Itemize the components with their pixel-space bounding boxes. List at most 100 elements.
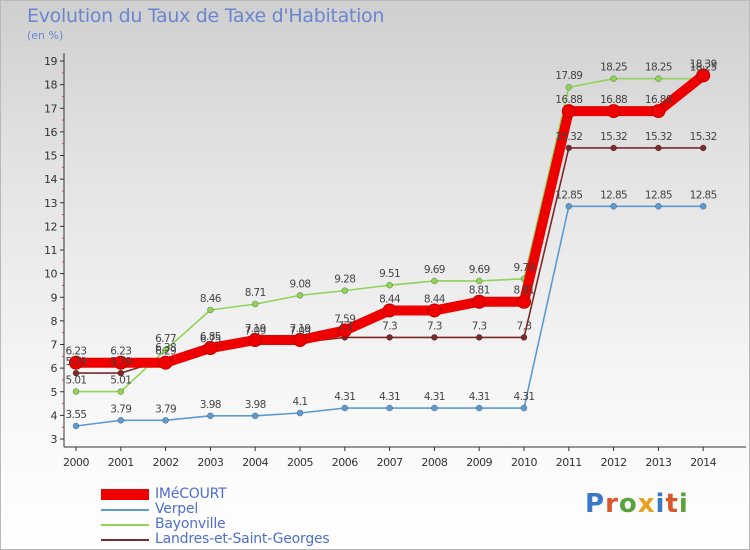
data-label-3: 15.32 bbox=[555, 131, 582, 143]
data-label-0: 8.81 bbox=[514, 285, 535, 297]
x-tick-label: 2005 bbox=[287, 456, 313, 469]
series-point-2 bbox=[475, 277, 483, 285]
data-label-0: 8.81 bbox=[469, 285, 490, 297]
series-point-3 bbox=[72, 369, 80, 377]
data-label-0: 7.19 bbox=[290, 323, 311, 335]
series-point-2 bbox=[72, 388, 80, 395]
y-tick-label: 11 bbox=[44, 244, 57, 257]
data-label-0: 7.59 bbox=[334, 314, 355, 326]
y-tick-label: 16 bbox=[44, 126, 57, 139]
legend-swatch bbox=[101, 489, 149, 500]
data-label-2: 18.25 bbox=[645, 62, 672, 74]
x-tick-label: 2014 bbox=[690, 456, 716, 469]
legend-label: Verpel bbox=[155, 501, 199, 517]
y-tick-label: 4 bbox=[51, 409, 58, 422]
data-label-1: 4.31 bbox=[514, 391, 535, 403]
legend-label: Landres-et-Saint-Georges bbox=[155, 531, 330, 547]
series-point-1 bbox=[207, 412, 214, 420]
series-point-3 bbox=[655, 144, 662, 152]
series-point-0 bbox=[606, 104, 621, 119]
data-label-3: 7.09 bbox=[290, 325, 311, 337]
data-label-1: 3.79 bbox=[155, 403, 176, 415]
data-label-0: 6.85 bbox=[200, 331, 221, 343]
legend-label: Bayonville bbox=[155, 516, 226, 532]
x-tick-label: 2000 bbox=[63, 456, 89, 469]
series-point-1 bbox=[699, 202, 707, 210]
series-point-1 bbox=[296, 409, 304, 417]
series-point-1 bbox=[475, 404, 483, 412]
y-tick-label: 7 bbox=[51, 339, 58, 352]
logo-letter: i bbox=[678, 489, 689, 519]
y-tick-label: 10 bbox=[44, 268, 57, 281]
x-tick-label: 2013 bbox=[645, 456, 671, 469]
data-label-2: 9.28 bbox=[334, 274, 355, 286]
data-label-2: 9.08 bbox=[290, 278, 311, 290]
data-label-1: 3.98 bbox=[245, 399, 266, 411]
data-label-2: 5.01 bbox=[66, 375, 87, 387]
data-label-0: 7.19 bbox=[245, 323, 266, 335]
data-label-1: 4.31 bbox=[334, 391, 355, 403]
logo-letter: r bbox=[605, 489, 619, 519]
y-tick-label: 12 bbox=[44, 220, 57, 233]
series-point-1 bbox=[251, 412, 259, 420]
data-label-0: 8.44 bbox=[379, 293, 401, 305]
y-tick-label: 13 bbox=[44, 197, 57, 210]
data-label-2: 8.46 bbox=[200, 293, 222, 305]
x-tick-label: 2004 bbox=[242, 456, 268, 469]
y-tick-label: 3 bbox=[51, 433, 58, 446]
series-point-2 bbox=[341, 287, 349, 294]
proxiti-logo: Proxiti bbox=[585, 489, 689, 519]
y-tick-label: 5 bbox=[51, 386, 58, 399]
data-label-0: 16.88 bbox=[645, 94, 672, 106]
data-label-3: 5.79 bbox=[110, 356, 131, 368]
data-label-1: 3.98 bbox=[200, 399, 221, 411]
x-tick-label: 2009 bbox=[466, 456, 492, 469]
data-label-3: 15.32 bbox=[600, 131, 627, 143]
data-label-2: 5.01 bbox=[110, 375, 131, 387]
series-point-1 bbox=[610, 202, 617, 210]
series-point-3 bbox=[565, 144, 573, 152]
series-point-3 bbox=[610, 144, 617, 152]
data-label-0: 6.23 bbox=[66, 346, 87, 358]
series-point-3 bbox=[117, 369, 125, 377]
data-label-2: 8.71 bbox=[245, 287, 266, 299]
legend-swatch bbox=[101, 508, 149, 511]
y-tick-label: 8 bbox=[51, 315, 58, 328]
series-point-0 bbox=[427, 303, 442, 318]
series-point-3 bbox=[699, 144, 707, 152]
series-point-1 bbox=[386, 404, 393, 412]
series-point-0 bbox=[696, 68, 711, 83]
data-label-1: 12.85 bbox=[555, 189, 582, 201]
series-point-0 bbox=[472, 294, 487, 309]
y-tick-label: 15 bbox=[44, 150, 57, 163]
series-point-2 bbox=[251, 300, 259, 308]
x-tick-label: 2001 bbox=[108, 456, 134, 469]
data-label-0: 18.39 bbox=[690, 58, 717, 70]
series-point-2 bbox=[296, 292, 304, 299]
x-tick-label: 2006 bbox=[332, 456, 358, 469]
data-label-3: 6.75 bbox=[200, 333, 221, 345]
series-point-1 bbox=[565, 202, 573, 210]
data-label-1: 3.55 bbox=[66, 409, 87, 421]
data-label-1: 12.85 bbox=[690, 189, 717, 201]
series-point-1 bbox=[341, 404, 349, 412]
data-label-0: 16.88 bbox=[600, 94, 627, 106]
series-point-0 bbox=[337, 323, 352, 338]
series-point-0 bbox=[561, 104, 576, 119]
data-label-1: 12.85 bbox=[600, 189, 627, 201]
data-label-3: 7.09 bbox=[245, 325, 266, 337]
logo-letter: t bbox=[665, 489, 679, 519]
series-point-3 bbox=[386, 334, 393, 341]
series-point-2 bbox=[565, 83, 573, 91]
data-label-0: 16.88 bbox=[555, 94, 582, 106]
y-tick-label: 6 bbox=[51, 362, 58, 375]
legend-label: IMéCOURT bbox=[155, 486, 227, 502]
series-point-2 bbox=[117, 388, 125, 395]
y-tick-label: 14 bbox=[44, 173, 57, 186]
data-label-1: 4.1 bbox=[293, 396, 308, 408]
data-label-0: 8.44 bbox=[424, 293, 446, 305]
x-tick-label: 2010 bbox=[511, 456, 537, 469]
series-point-2 bbox=[386, 281, 393, 289]
series-point-0 bbox=[293, 333, 307, 348]
